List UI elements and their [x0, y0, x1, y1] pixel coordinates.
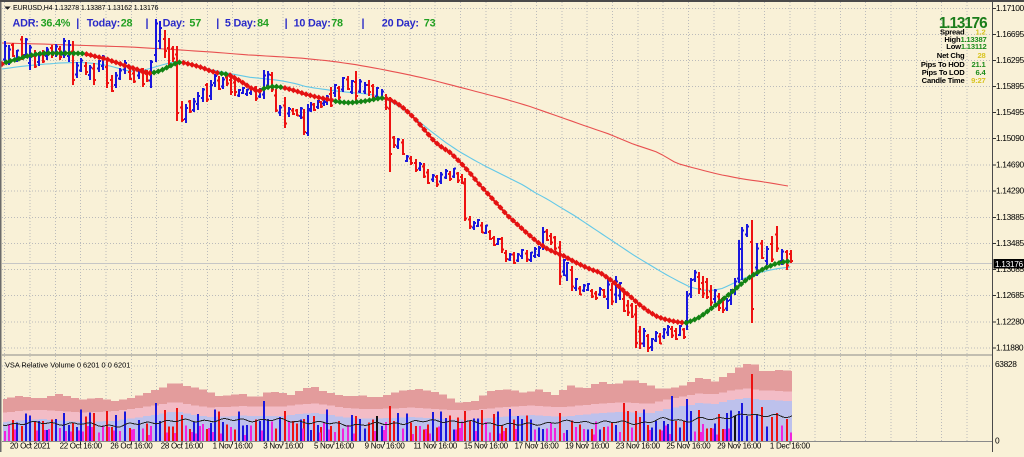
svg-text:VSA Relative Volume 0 6201 0 0: VSA Relative Volume 0 6201 0 0 6201: [5, 361, 130, 370]
svg-text:1.12685: 1.12685: [996, 290, 1024, 300]
svg-text:|: |: [146, 17, 149, 29]
svg-text:Today:: Today:: [87, 17, 120, 29]
svg-text:28: 28: [121, 17, 133, 29]
svg-text:28: 28: [977, 51, 985, 60]
svg-text:15 Nov 16:00: 15 Nov 16:00: [464, 442, 509, 451]
svg-text:78: 78: [331, 17, 343, 29]
svg-text:1.15090: 1.15090: [996, 133, 1024, 143]
svg-text:Net Chg: Net Chg: [937, 51, 965, 60]
svg-text:29 Nov 16:00: 29 Nov 16:00: [717, 442, 762, 451]
svg-text:11 Nov 16:00: 11 Nov 16:00: [413, 442, 457, 451]
svg-text:1 Dec 16:00: 1 Dec 16:00: [770, 442, 811, 451]
svg-text:Candle Time: Candle Time: [922, 76, 965, 85]
svg-text:17 Nov 16:00: 17 Nov 16:00: [515, 442, 560, 451]
svg-text:22 Oct 16:00: 22 Oct 16:00: [60, 442, 103, 451]
svg-text:ADR:: ADR:: [13, 17, 39, 29]
svg-text:57: 57: [189, 17, 201, 29]
svg-text:1.13485: 1.13485: [996, 238, 1024, 248]
svg-text:5 Day:: 5 Day:: [225, 17, 256, 29]
svg-text:1.16295: 1.16295: [996, 55, 1024, 65]
svg-text:3 Nov 16:00: 3 Nov 16:00: [263, 442, 304, 451]
svg-text:1.14290: 1.14290: [996, 186, 1024, 196]
svg-text:1.13176: 1.13176: [995, 259, 1024, 269]
svg-text:84: 84: [257, 17, 269, 29]
svg-text:23 Nov 16:00: 23 Nov 16:00: [616, 442, 661, 451]
svg-text:10 Day:: 10 Day:: [294, 17, 331, 29]
svg-text:|: |: [76, 17, 79, 29]
svg-text:|: |: [216, 17, 219, 29]
svg-text:5 Nov 16:00: 5 Nov 16:00: [314, 442, 355, 451]
svg-text:9 Nov 16:00: 9 Nov 16:00: [365, 442, 406, 451]
svg-text:1.15495: 1.15495: [996, 107, 1024, 117]
svg-text:1 Nov 16:00: 1 Nov 16:00: [213, 442, 254, 451]
svg-text:19 Nov 16:00: 19 Nov 16:00: [565, 442, 610, 451]
svg-text:Day:: Day:: [163, 17, 186, 29]
svg-text:36.4%: 36.4%: [41, 17, 71, 29]
svg-text:0: 0: [995, 436, 1000, 446]
svg-text:63828: 63828: [995, 359, 1017, 369]
svg-text:|: |: [285, 17, 288, 29]
svg-text:26 Oct 16:00: 26 Oct 16:00: [110, 442, 153, 451]
svg-text:20 Day:: 20 Day:: [382, 17, 419, 29]
svg-text:1.12280: 1.12280: [996, 317, 1024, 327]
svg-text:|: |: [362, 17, 365, 29]
svg-text:25 Nov 16:00: 25 Nov 16:00: [666, 442, 711, 451]
svg-text:1.14690: 1.14690: [996, 160, 1024, 170]
svg-text:EURUSD,H4 1.13278 1.13387 1.1: EURUSD,H4 1.13278 1.13387 1.13162 1.1317…: [13, 5, 159, 12]
svg-text:9:27: 9:27: [971, 76, 985, 85]
svg-text:28 Oct 16:00: 28 Oct 16:00: [161, 442, 204, 451]
svg-text:73: 73: [424, 17, 436, 29]
svg-text:1.13885: 1.13885: [996, 212, 1024, 222]
svg-text:1.16695: 1.16695: [996, 29, 1024, 39]
svg-text:Low1.13112: Low1.13112: [946, 42, 986, 51]
svg-text:1.11880: 1.11880: [996, 343, 1024, 353]
svg-text:1.17100: 1.17100: [996, 3, 1024, 13]
svg-text:20 Oct 2021: 20 Oct 2021: [10, 442, 51, 451]
svg-text:1.15895: 1.15895: [996, 81, 1024, 91]
